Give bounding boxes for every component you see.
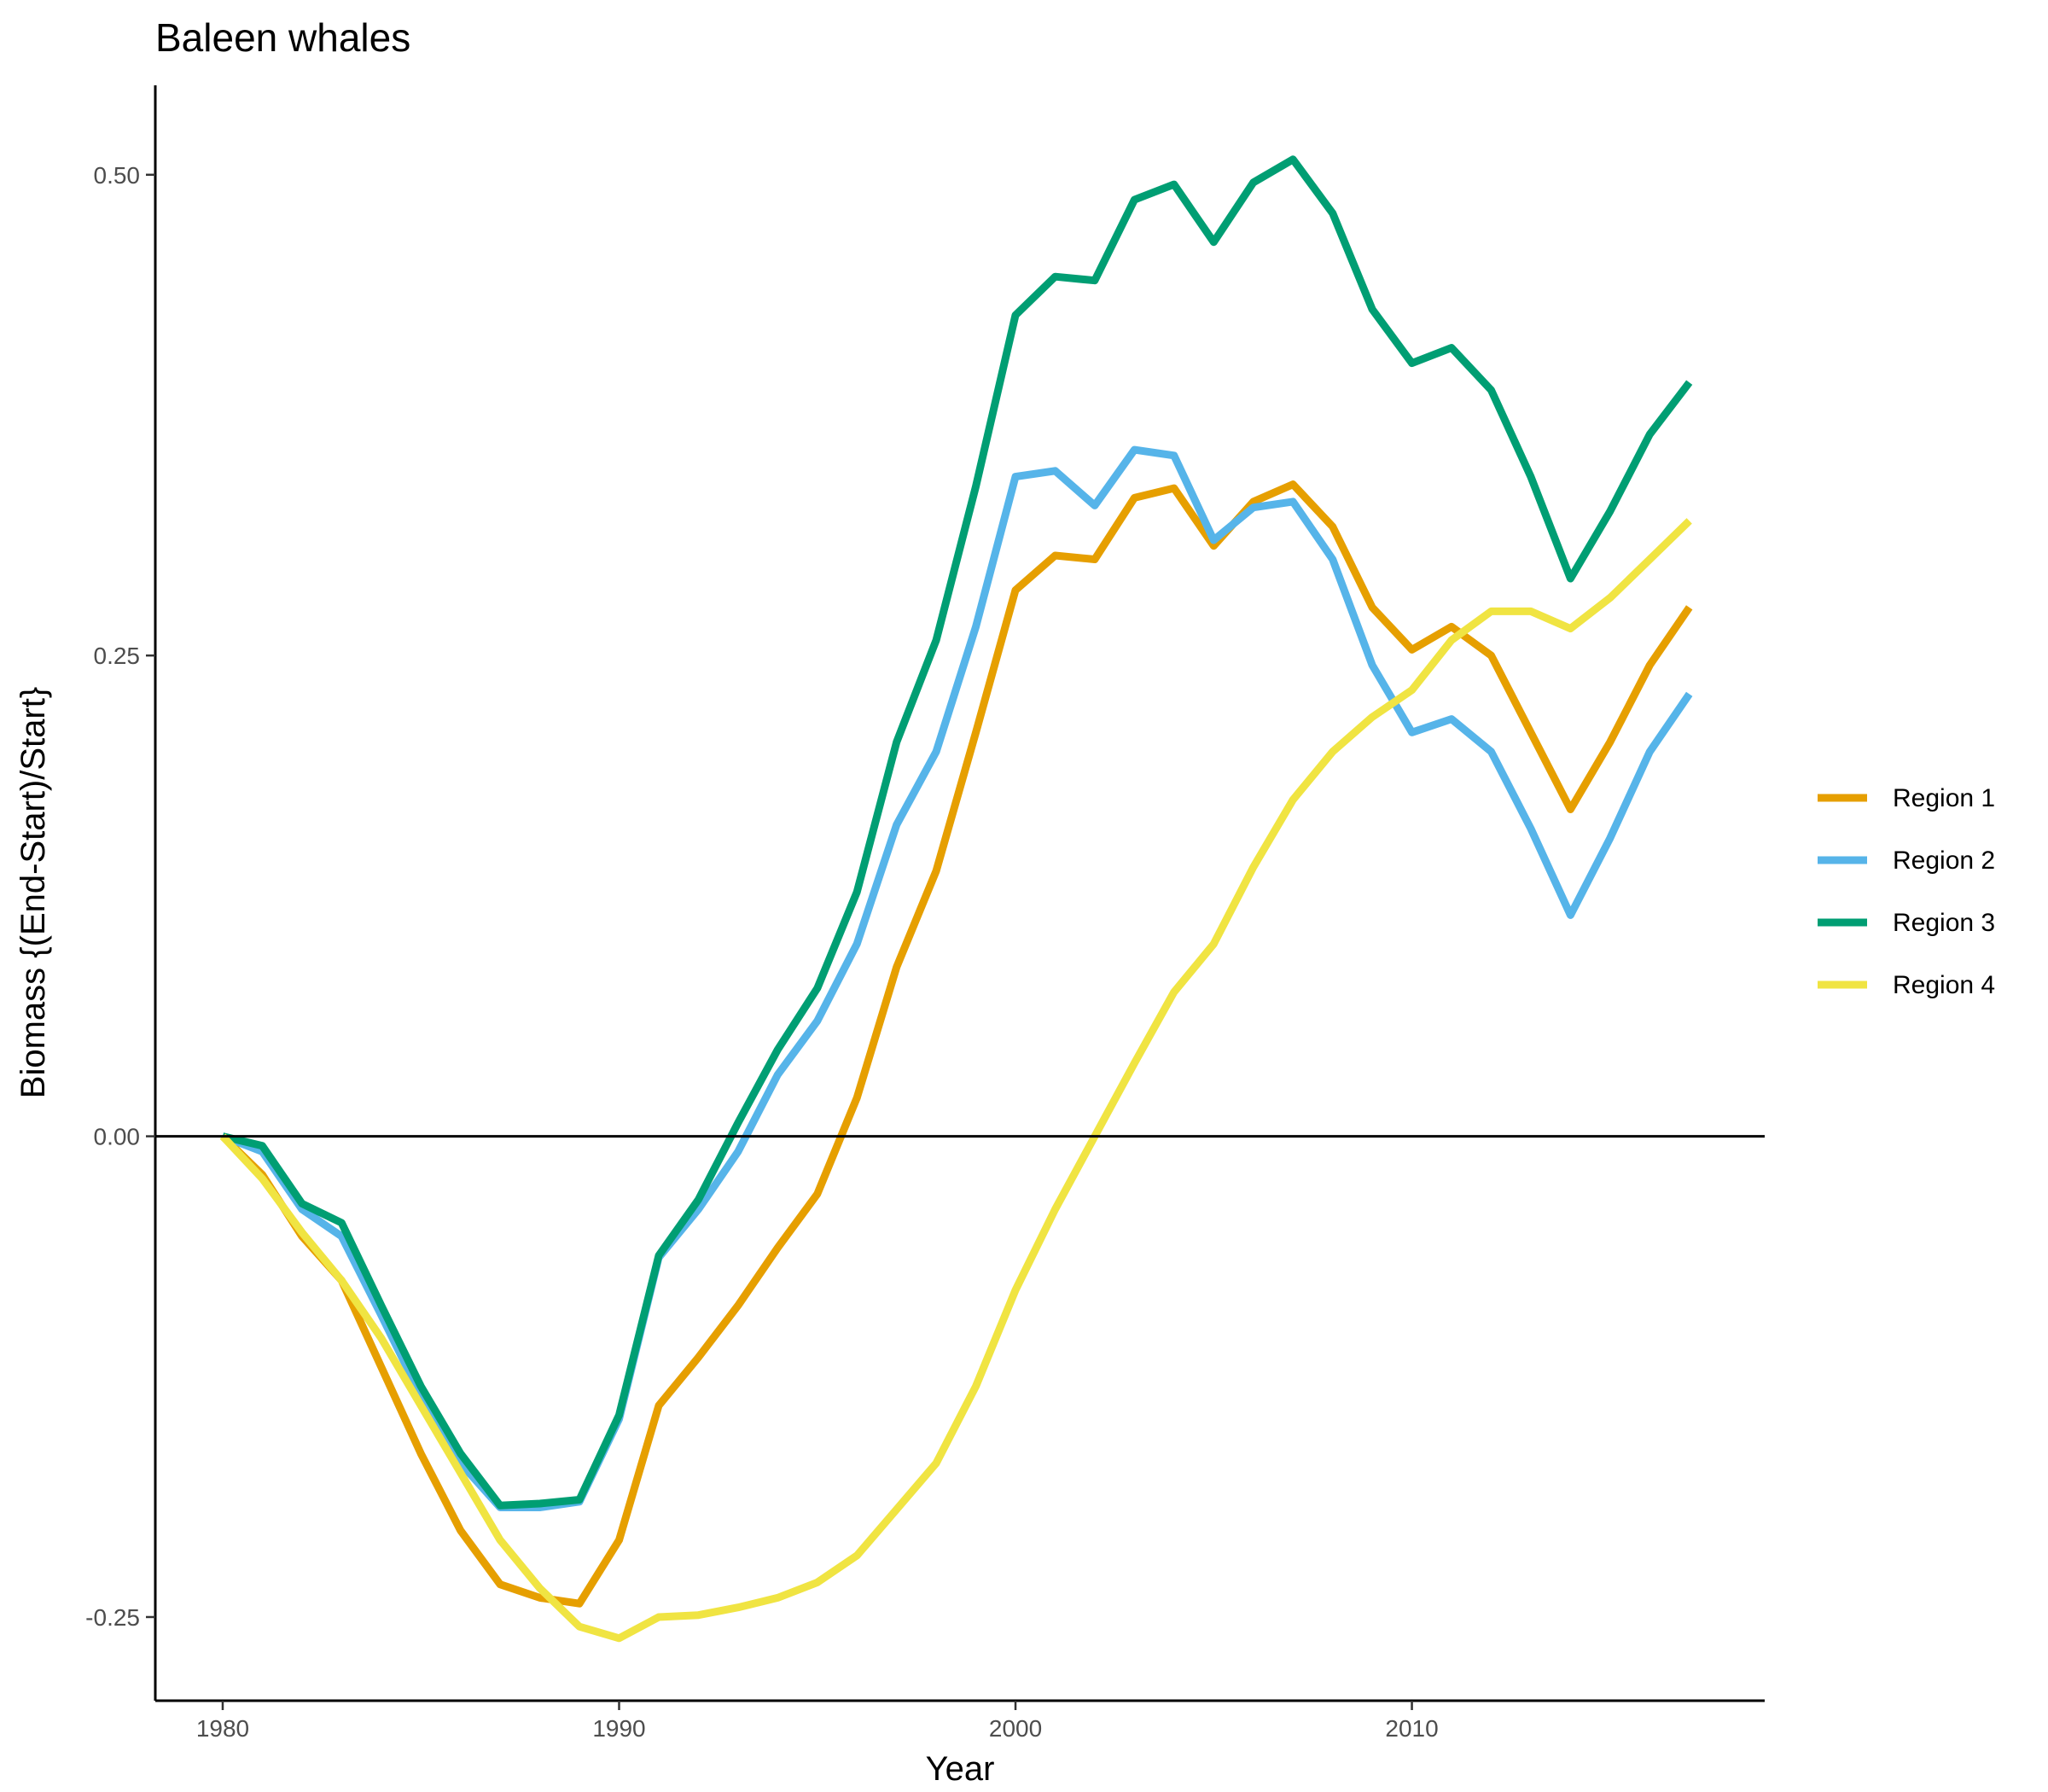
series-lines [219, 155, 1693, 1643]
legend-label-region-3: Region 3 [1893, 909, 1995, 937]
legend-label-region-2: Region 2 [1893, 847, 1995, 875]
legend-label-region-4: Region 4 [1893, 971, 1995, 999]
x-tick-label: 2010 [1385, 1715, 1438, 1742]
x-tick-label: 1980 [196, 1715, 249, 1742]
chart-title: Baleen whales [155, 15, 410, 60]
series-line-region-2 [221, 445, 1693, 1511]
x-tick-label: 1990 [592, 1715, 645, 1742]
series-line-region-3 [221, 155, 1693, 1510]
series-line-region-1 [219, 480, 1693, 1608]
legend-label-region-1: Region 1 [1893, 784, 1995, 812]
y-tick-label: 0.00 [94, 1124, 141, 1150]
y-tick-label: 0.25 [94, 643, 141, 669]
y-axis-title: Biomass {(End-Start)/Start} [15, 687, 52, 1098]
x-axis-title: Year [926, 1750, 995, 1788]
series-line-region-4 [219, 518, 1692, 1643]
legend: Region 1 Region 2 Region 3 Region 4 [1818, 784, 1995, 999]
y-tick-label: 0.50 [94, 162, 141, 189]
y-tick-label: -0.25 [85, 1604, 140, 1631]
axes [154, 85, 1765, 1702]
x-tick-label: 2000 [989, 1715, 1042, 1742]
axis-ticks: 1980 1990 2000 2010 -0.25 0.00 0.25 0.50 [85, 162, 1439, 1742]
